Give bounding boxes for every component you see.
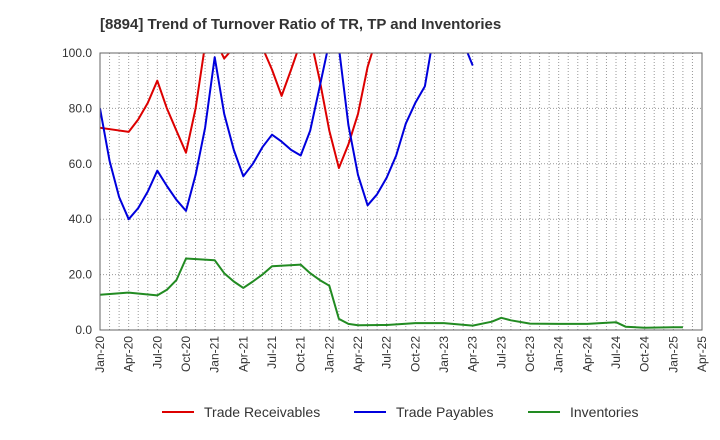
legend-item: Inventories — [528, 404, 638, 420]
x-tick-label: Jul-20 — [150, 336, 164, 369]
legend-label: Inventories — [570, 404, 639, 420]
x-tick-label: Jan-25 — [666, 336, 680, 373]
chart-title: [8894] Trend of Turnover Ratio of TR, TP… — [100, 16, 502, 33]
series-layer — [100, 53, 683, 329]
series-line-trade-receivables — [100, 53, 373, 169]
legend-label: Trade Receivables — [204, 404, 321, 420]
x-tick-label: Jul-22 — [380, 336, 394, 369]
legend: Trade Receivables Trade Payables Inventori… — [0, 404, 720, 426]
x-tick-label: Jan-22 — [322, 336, 336, 373]
x-tick-label: Apr-25 — [695, 336, 709, 372]
legend-swatch — [354, 411, 386, 413]
y-tick-label: 0.0 — [75, 323, 92, 337]
x-tick-label: Apr-21 — [236, 336, 250, 372]
x-tick-label: Apr-22 — [351, 336, 365, 372]
x-tick-label: Oct-24 — [638, 336, 652, 372]
y-tick-label: 40.0 — [69, 212, 93, 226]
y-tick-label: 60.0 — [69, 157, 93, 171]
plot-frame — [99, 52, 703, 331]
legend-label: Trade Payables — [396, 404, 494, 420]
y-tick-label: 20.0 — [69, 268, 93, 282]
y-tick-label: 80.0 — [69, 101, 93, 115]
legend-item: Trade Payables — [354, 404, 494, 420]
x-tick-label: Jan-23 — [437, 336, 451, 373]
x-tick-label: Oct-20 — [179, 336, 193, 372]
legend-item: Trade Receivables — [162, 404, 320, 420]
series-line-inventories — [100, 257, 683, 329]
x-tick-label: Apr-23 — [466, 336, 480, 372]
axis-layer — [99, 52, 703, 331]
x-tick-label: Jul-21 — [265, 336, 279, 369]
y-tick-labels: 0.0 20.0 40.0 60.0 80.0 100.0 — [62, 46, 92, 337]
x-tick-label: Oct-21 — [294, 336, 308, 372]
y-tick-label: 100.0 — [62, 46, 92, 60]
x-tick-label: Oct-23 — [523, 336, 537, 372]
legend-swatch — [162, 411, 194, 413]
x-tick-label: Jul-24 — [609, 336, 623, 369]
legend-swatch — [528, 411, 560, 413]
x-tick-label: Apr-20 — [122, 336, 136, 372]
x-tick-label: Jan-21 — [208, 336, 222, 373]
series-line-trade-payables — [100, 53, 474, 221]
x-tick-labels: Jan-20 Apr-20 Jul-20 Oct-20 Jan-21 Apr-21 Jul-… — [93, 336, 709, 373]
x-tick-label: Oct-22 — [408, 336, 422, 372]
x-tick-label: Jul-23 — [494, 336, 508, 369]
x-tick-label: Apr-24 — [580, 336, 594, 372]
x-tick-label: Jan-20 — [93, 336, 107, 373]
x-tick-label: Jan-24 — [552, 336, 566, 373]
